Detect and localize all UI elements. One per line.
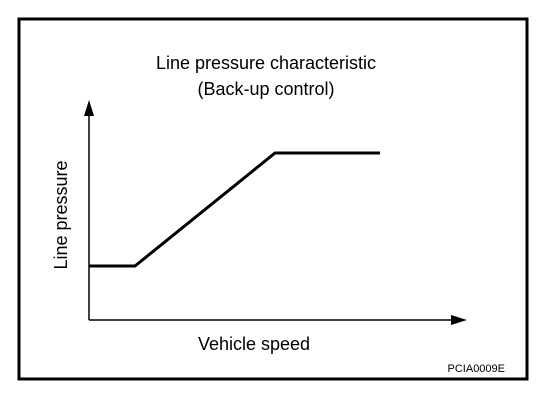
y-axis-arrow bbox=[84, 100, 94, 116]
title-line: Line pressure characteristic bbox=[156, 53, 376, 73]
x-axis-label: Vehicle speed bbox=[198, 334, 310, 354]
title-line: (Back-up control) bbox=[197, 79, 334, 99]
y-axis-label: Line pressure bbox=[51, 160, 71, 269]
x-axis-arrow bbox=[451, 315, 467, 325]
figure-id: PCIA0009E bbox=[448, 363, 505, 375]
frame bbox=[17, 17, 529, 381]
pressure-curve bbox=[89, 151, 380, 268]
